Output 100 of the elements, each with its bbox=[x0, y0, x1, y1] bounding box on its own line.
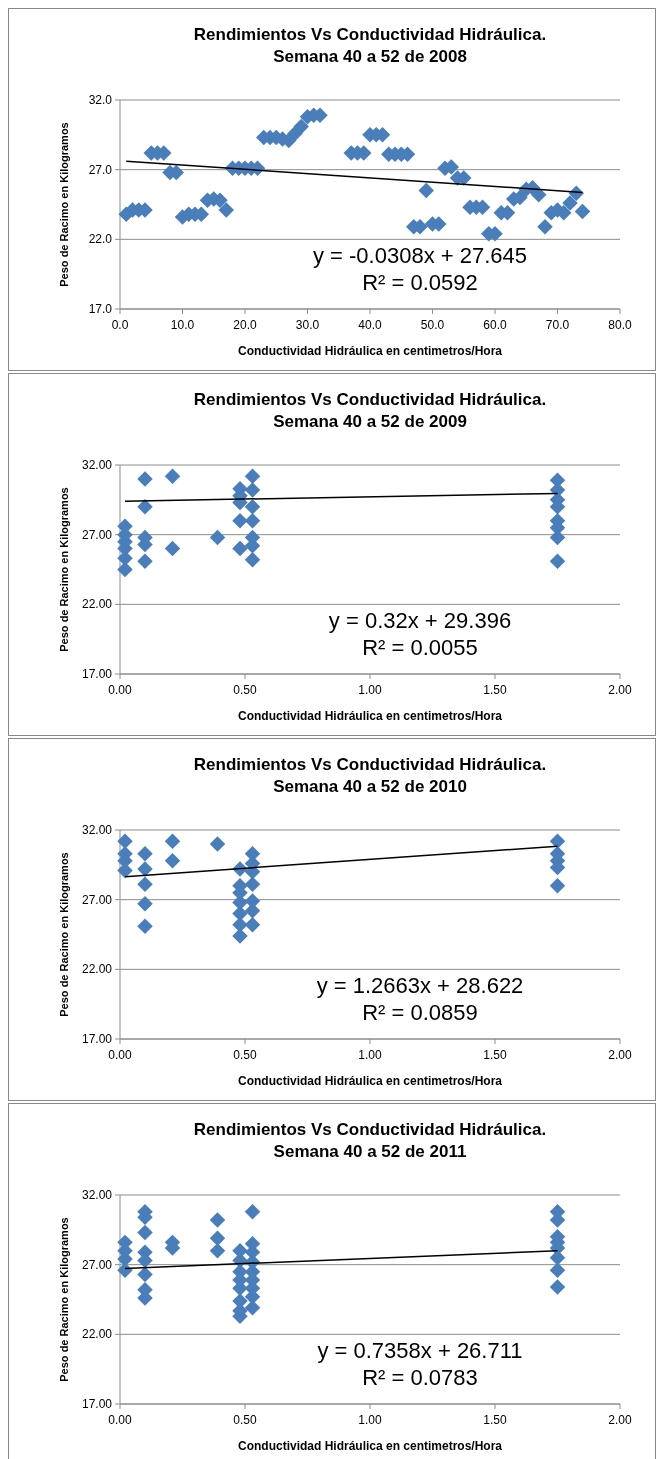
point bbox=[549, 877, 566, 894]
x-tick-label: 0.00 bbox=[108, 1413, 132, 1427]
point bbox=[209, 529, 226, 546]
point bbox=[137, 896, 153, 912]
annotation: R² = 0.0592 bbox=[362, 270, 478, 296]
point bbox=[209, 1230, 226, 1246]
y-tick-label: 27.00 bbox=[81, 1257, 113, 1272]
x-tick-label: 0.00 bbox=[108, 683, 132, 697]
point bbox=[244, 482, 261, 498]
point bbox=[137, 876, 153, 893]
x-tick-label: 1.50 bbox=[483, 683, 507, 697]
x-tick-label: 50.0 bbox=[420, 318, 445, 332]
point bbox=[209, 836, 226, 852]
x-tick-label: 20.0 bbox=[233, 318, 257, 332]
chart-subtitle: Semana 40 a 52 de 2010 bbox=[273, 777, 467, 796]
point bbox=[164, 833, 181, 849]
chart-title: Rendimientos Vs Conductividad Hidráulica. bbox=[193, 390, 547, 409]
y-tick-label: 17.0 bbox=[88, 302, 113, 316]
x-tick-label: 2.00 bbox=[608, 683, 632, 697]
x-tick-label: 2.00 bbox=[608, 1413, 632, 1427]
point bbox=[137, 1266, 153, 1283]
y-tick-label: 22.00 bbox=[81, 962, 113, 977]
annotation: R² = 0.0859 bbox=[362, 1000, 478, 1026]
y-axis-title: Peso de Racimo en Kilogramos bbox=[58, 852, 70, 1017]
x-tick-label: 40.0 bbox=[358, 318, 382, 332]
chart-subtitle: Semana 40 a 52 de 2011 bbox=[273, 1142, 467, 1161]
point bbox=[164, 540, 181, 557]
point bbox=[117, 833, 133, 849]
x-tick-label: 1.00 bbox=[358, 1048, 382, 1062]
y-tick-label: 22.00 bbox=[81, 597, 113, 612]
point bbox=[244, 903, 261, 919]
y-tick-label: 32.00 bbox=[81, 823, 113, 837]
point bbox=[232, 928, 248, 944]
x-tick-label: 1.00 bbox=[358, 1413, 382, 1427]
point bbox=[549, 1279, 566, 1295]
point bbox=[137, 918, 153, 934]
x-tick-label: 70.0 bbox=[545, 318, 570, 332]
chart-title: Rendimientos Vs Conductividad Hidráulica. bbox=[193, 1120, 547, 1139]
point bbox=[244, 552, 261, 568]
x-tick-label: 1.50 bbox=[483, 1413, 507, 1427]
point bbox=[164, 852, 181, 869]
x-tick-label: 60.0 bbox=[483, 318, 507, 332]
x-axis-title: Conductividad Hidráulica en centimetros/Hora bbox=[237, 1074, 503, 1088]
x-tick-label: 0.00 bbox=[108, 1048, 132, 1062]
point bbox=[137, 471, 153, 487]
x-tick-label: 80.0 bbox=[608, 318, 632, 332]
y-axis-title: Peso de Racimo en Kilogramos bbox=[58, 122, 70, 287]
y-tick-label: 32.00 bbox=[81, 1188, 113, 1202]
x-tick-label: 1.50 bbox=[483, 1048, 507, 1062]
y-tick-label: 17.00 bbox=[81, 1397, 113, 1411]
y-tick-label: 32.00 bbox=[81, 458, 113, 472]
point bbox=[137, 861, 153, 877]
point bbox=[232, 512, 248, 529]
point bbox=[549, 1262, 566, 1278]
annotation: R² = 0.0783 bbox=[362, 1365, 478, 1391]
y-axis-title: Peso de Racimo en Kilogramos bbox=[58, 1217, 70, 1382]
chart-subtitle: Semana 40 a 52 de 2008 bbox=[273, 47, 467, 66]
point bbox=[209, 1242, 226, 1259]
point bbox=[137, 1224, 153, 1241]
point bbox=[244, 1203, 261, 1220]
y-tick-label: 32.0 bbox=[88, 93, 113, 107]
x-tick-label: 10.0 bbox=[170, 318, 195, 332]
annotation: y = 1.2663x + 28.622 bbox=[316, 973, 524, 999]
y-tick-label: 22.0 bbox=[88, 232, 113, 247]
y-tick-label: 27.00 bbox=[81, 527, 113, 542]
x-tick-label: 2.00 bbox=[608, 1048, 632, 1062]
chart-title: Rendimientos Vs Conductividad Hidráulica. bbox=[193, 755, 547, 774]
point bbox=[244, 876, 261, 893]
point bbox=[549, 833, 566, 849]
x-tick-label: 30.0 bbox=[295, 318, 320, 332]
x-axis-title: Conductividad Hidráulica en centimetros/Hora bbox=[237, 1439, 503, 1453]
x-axis-title: Conductividad Hidráulica en centimetros/Hora bbox=[237, 709, 503, 723]
point bbox=[137, 845, 153, 862]
y-axis-title: Peso de Racimo en Kilogramos bbox=[58, 487, 70, 652]
y-tick-label: 17.00 bbox=[81, 667, 113, 681]
x-tick-label: 1.00 bbox=[358, 683, 382, 697]
point bbox=[209, 1212, 226, 1228]
point bbox=[244, 499, 261, 515]
chart-title: Rendimientos Vs Conductividad Hidráulica. bbox=[193, 25, 547, 44]
point bbox=[244, 1300, 261, 1316]
point bbox=[244, 468, 261, 484]
x-tick-label: 0.50 bbox=[233, 1413, 257, 1427]
x-tick-label: 0.50 bbox=[233, 1048, 257, 1062]
y-tick-label: 27.00 bbox=[81, 892, 113, 907]
annotation: y = 0.7358x + 26.711 bbox=[317, 1338, 523, 1364]
annotation: R² = 0.0055 bbox=[362, 635, 478, 661]
point bbox=[549, 553, 566, 569]
y-tick-label: 17.00 bbox=[81, 1032, 113, 1046]
point bbox=[232, 540, 248, 557]
point bbox=[164, 468, 181, 484]
chart-subtitle: Semana 40 a 52 de 2009 bbox=[273, 412, 467, 431]
y-tick-label: 27.0 bbox=[88, 162, 113, 177]
annotation: y = -0.0308x + 27.645 bbox=[312, 243, 528, 269]
point bbox=[244, 512, 261, 529]
y-tick-label: 22.00 bbox=[81, 1327, 113, 1342]
point bbox=[137, 553, 153, 569]
annotation: y = 0.32x + 29.396 bbox=[328, 608, 512, 634]
point bbox=[244, 917, 261, 933]
x-tick-label: 0.50 bbox=[233, 683, 257, 697]
x-tick-label: 0.0 bbox=[111, 318, 129, 332]
